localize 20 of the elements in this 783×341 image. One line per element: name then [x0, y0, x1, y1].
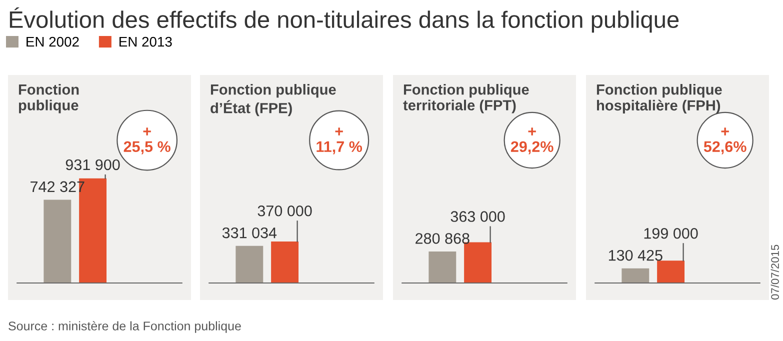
chart-title: Fonction publique hospitalière (FPH) — [596, 84, 722, 114]
text: + 11,7 % — [316, 128, 362, 154]
text: + 29,2% — [510, 128, 554, 154]
data-label: 370 000 — [258, 205, 312, 216]
text: Évolution des effectifs de non-titulaires dans la fonction publique — [10, 7, 679, 33]
text: 07/07/2015 — [770, 244, 779, 300]
data-label: 331 034 — [222, 227, 277, 238]
data-label: 130 425 — [608, 250, 662, 261]
text: + 25,5 % — [124, 128, 170, 154]
data-label: 199 000 — [644, 228, 698, 239]
data-label: 931 900 — [66, 159, 120, 170]
chart-title: Fonction publique territoriale (FPT) — [403, 84, 529, 114]
data-label: 280 868 — [416, 233, 470, 244]
chart-title: Fonction publique d’État (FPE) — [210, 84, 336, 116]
text: + 52,6% — [704, 128, 746, 154]
data-label: 363 000 — [450, 211, 505, 222]
legend-label: EN 2013 — [120, 36, 172, 47]
chart-subtitle: Fonction publique — [18, 84, 79, 114]
source-note: Source : ministère de la Fonction publique — [8, 321, 241, 333]
legend-label: EN 2002 — [26, 36, 79, 47]
